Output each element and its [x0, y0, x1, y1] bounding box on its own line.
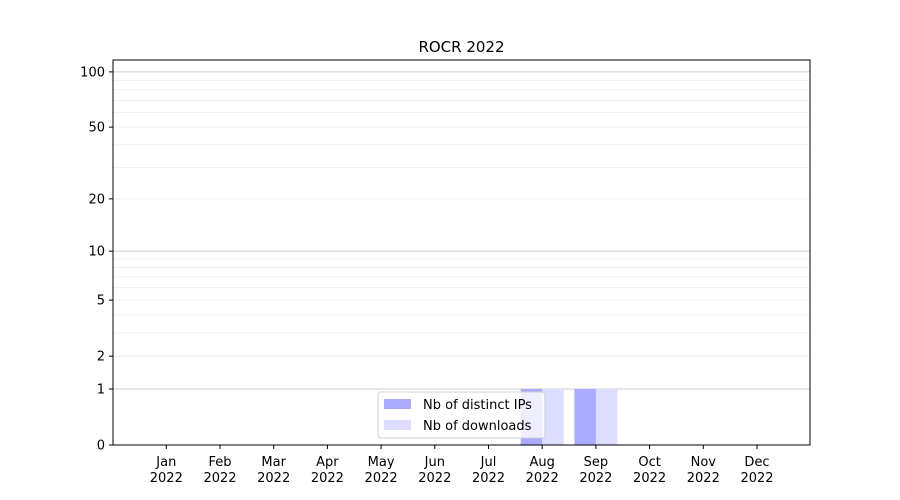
x-tick-label: 2022 — [472, 471, 505, 486]
x-tick-label: 2022 — [311, 471, 344, 486]
legend — [377, 391, 546, 439]
y-tick-label: 2 — [97, 350, 105, 365]
plot-frame — [112, 59, 811, 446]
x-tick-label: 2022 — [526, 471, 559, 486]
y-tick-label: 5 — [97, 294, 105, 309]
y-tick-label: 1 — [97, 382, 105, 397]
x-tick-label: Dec — [744, 455, 769, 470]
x-tick-label: 2022 — [257, 471, 290, 486]
x-tick-label: Nov — [691, 455, 717, 470]
x-tick-label: 2022 — [150, 471, 183, 486]
x-tick-label: Jun — [424, 455, 445, 470]
x-tick-label: Aug — [530, 455, 555, 470]
bar-downloads — [595, 388, 618, 445]
bar-downloads — [542, 388, 564, 445]
x-tick-label: 2022 — [418, 471, 451, 486]
x-tick-label: Jan — [155, 455, 176, 470]
chart-title: ROCR 2022 — [418, 38, 504, 56]
x-tick-label: May — [368, 455, 395, 470]
x-tick-label: 2022 — [203, 471, 236, 486]
x-tick-label: Sep — [584, 455, 609, 470]
legend-label: Nb of downloads — [423, 419, 532, 434]
x-tick-label: Mar — [261, 455, 286, 470]
y-tick-label: 50 — [88, 121, 105, 136]
legend-swatch — [384, 420, 411, 430]
x-tick-label: Jul — [480, 455, 497, 470]
legend-swatch — [384, 399, 411, 409]
x-tick-label: 2022 — [579, 471, 612, 486]
y-tick-label: 20 — [88, 192, 105, 207]
x-tick-label: Feb — [208, 455, 231, 470]
bar-distinct-ips — [574, 388, 596, 445]
y-tick-label: 100 — [80, 65, 105, 80]
legend-label: Nb of distinct IPs — [423, 398, 532, 413]
y-tick-label: 0 — [97, 439, 105, 454]
x-tick-label: 2022 — [740, 471, 773, 486]
y-tick-label: 10 — [88, 245, 105, 260]
x-tick-label: 2022 — [365, 471, 398, 486]
x-tick-label: Apr — [316, 455, 339, 470]
x-tick-label: 2022 — [687, 471, 720, 486]
x-tick-label: 2022 — [633, 471, 666, 486]
x-tick-label: Oct — [638, 455, 660, 470]
